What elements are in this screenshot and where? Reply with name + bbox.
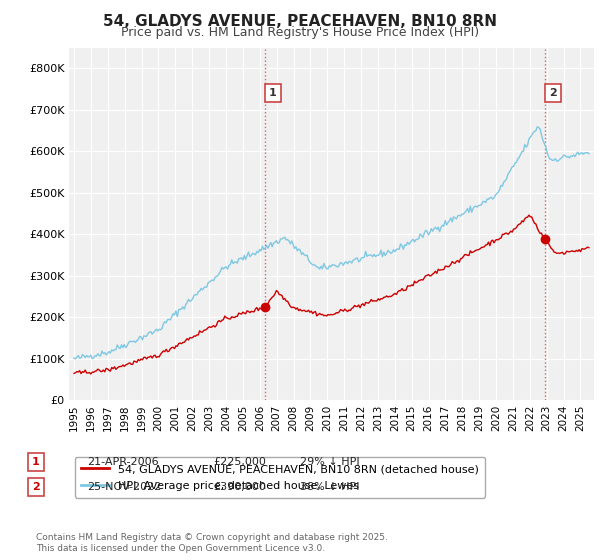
Text: 25-NOV-2022: 25-NOV-2022 [87, 482, 161, 492]
Text: 54, GLADYS AVENUE, PEACEHAVEN, BN10 8RN: 54, GLADYS AVENUE, PEACEHAVEN, BN10 8RN [103, 14, 497, 29]
Text: 1: 1 [269, 88, 277, 98]
Text: 38% ↓ HPI: 38% ↓ HPI [300, 482, 359, 492]
Text: Price paid vs. HM Land Registry's House Price Index (HPI): Price paid vs. HM Land Registry's House … [121, 26, 479, 39]
Legend: 54, GLADYS AVENUE, PEACEHAVEN, BN10 8RN (detached house), HPI: Average price, de: 54, GLADYS AVENUE, PEACEHAVEN, BN10 8RN … [74, 457, 485, 497]
Text: Contains HM Land Registry data © Crown copyright and database right 2025.
This d: Contains HM Land Registry data © Crown c… [36, 533, 388, 553]
Text: £390,000: £390,000 [213, 482, 266, 492]
Text: 1: 1 [32, 457, 40, 467]
Text: 2: 2 [549, 88, 557, 98]
Text: 2: 2 [32, 482, 40, 492]
Text: 29% ↓ HPI: 29% ↓ HPI [300, 457, 359, 467]
Text: £225,000: £225,000 [213, 457, 266, 467]
Text: 21-APR-2006: 21-APR-2006 [87, 457, 158, 467]
